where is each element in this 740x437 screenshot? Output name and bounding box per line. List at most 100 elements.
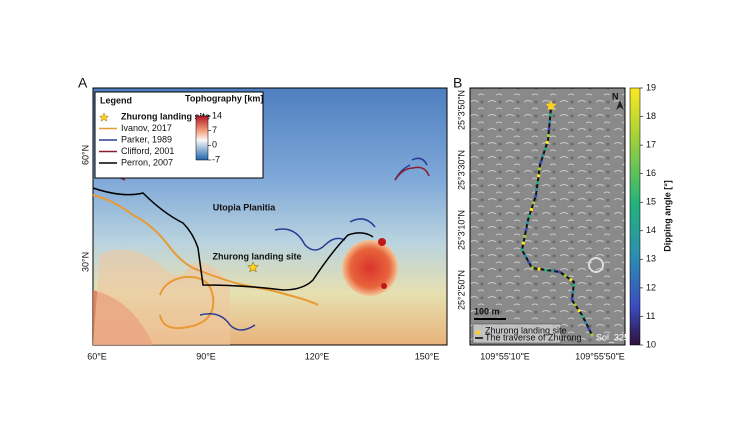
traverse-point <box>577 308 581 313</box>
traverse-point <box>545 140 549 144</box>
traverse-point <box>590 333 594 337</box>
traverse-point <box>584 321 588 325</box>
colorbar-tick-label: 16 <box>646 168 656 178</box>
traverse-point <box>524 227 528 232</box>
legend-label: The traverse of Zhurong <box>485 332 582 342</box>
panel-label: B <box>453 75 462 91</box>
legend-label: Zhurong landing site <box>121 111 210 121</box>
north-label: N <box>612 91 619 101</box>
crater <box>342 240 398 296</box>
annotation: Zhurong landing site <box>213 251 302 261</box>
traverse-point <box>535 187 539 192</box>
landing-star <box>545 100 557 111</box>
traverse-point <box>587 327 591 331</box>
colorbar-tick-label: 19 <box>646 82 656 92</box>
legend-label: Clifford, 2001 <box>121 146 174 156</box>
traverse-point <box>547 127 551 131</box>
traverse-point <box>527 260 531 264</box>
traverse-point <box>523 254 527 258</box>
x-label: 90°E <box>196 351 216 361</box>
traverse-point <box>544 268 548 272</box>
colorbar-tick-label: 0 <box>212 140 217 150</box>
colorbar-tick-label: -7 <box>212 154 220 164</box>
traverse-point <box>581 314 585 319</box>
x-label: 109°55'10"E <box>480 351 530 361</box>
traverse-point <box>551 269 555 273</box>
traverse-point <box>563 274 567 278</box>
colorbar-tick-label: 15 <box>646 197 656 207</box>
legend-title: Legend <box>100 95 132 105</box>
boundary-line <box>159 275 215 330</box>
legend-box <box>94 91 264 179</box>
sol-label: Sol_325 <box>596 332 629 342</box>
colorbar-title: Dipping angle [°] <box>662 180 672 252</box>
boundary-line <box>92 194 319 306</box>
traverse-point <box>533 194 538 198</box>
colorbar <box>629 87 641 346</box>
x-label: 150°E <box>415 351 440 361</box>
boundary-line <box>92 187 374 291</box>
traverse-point <box>527 214 531 218</box>
crater <box>588 257 604 273</box>
traverse-point <box>530 266 534 270</box>
legend-label: Parker, 1989 <box>121 134 172 144</box>
traverse-point <box>536 181 540 185</box>
colorbar-tick-label: 11 <box>646 311 655 321</box>
legend-label: Ivanov, 2017 <box>121 123 172 133</box>
traverse-point <box>529 207 533 212</box>
highland <box>93 249 230 345</box>
traverse-point <box>573 303 577 307</box>
traverse-point <box>537 267 541 271</box>
traverse-point <box>523 234 527 238</box>
traverse-point <box>548 113 552 117</box>
traverse-point <box>536 174 541 178</box>
legend-symbol <box>98 112 110 122</box>
traverse-point <box>531 201 536 205</box>
boundary-line <box>199 157 428 331</box>
traverse-point <box>546 133 551 138</box>
legend-label: Zhurong landing site <box>485 325 567 335</box>
y-label: 30°N <box>80 252 90 272</box>
traverse-point <box>569 278 573 282</box>
colorbar-tick-label: 12 <box>646 282 656 292</box>
crater <box>381 283 387 289</box>
x-label: 60°E <box>87 351 107 361</box>
colorbar <box>195 115 209 161</box>
scale-label: 100 m <box>474 306 500 316</box>
colorbar-tick-label: 10 <box>646 339 656 349</box>
north-arrow <box>616 100 624 110</box>
map-b <box>469 87 626 346</box>
traverse-point <box>548 120 552 124</box>
panel-label: A <box>78 75 88 91</box>
crater <box>378 238 386 246</box>
legend-box <box>472 323 562 344</box>
colorbar-tick-label: 18 <box>646 111 656 121</box>
traverse-point <box>570 297 574 301</box>
y-label: 25°3'10"N <box>456 210 466 250</box>
colorbar-tick-label: 7 <box>212 125 217 135</box>
colorbar-tick-label: 14 <box>212 110 222 120</box>
traverse-point <box>571 290 575 294</box>
y-label: 60°N <box>80 145 90 165</box>
landing-star <box>247 261 259 273</box>
traverse-point <box>537 167 542 171</box>
legend-label: Perron, 2007 <box>121 157 173 167</box>
traverse-point <box>520 248 524 252</box>
traverse-point <box>572 283 576 287</box>
legend-symbol <box>474 329 482 336</box>
y-label: 25°3'50"N <box>456 90 466 130</box>
x-label: 120°E <box>305 351 330 361</box>
colorbar-tick-label: 14 <box>646 225 656 235</box>
annotation: Utopia Planitia <box>213 202 277 212</box>
y-label: 25°3'30"N <box>456 150 466 190</box>
colorbar-title: Tophography [km] <box>185 93 263 103</box>
colorbar-tick-label: 17 <box>646 139 656 149</box>
colorbar-tick-label: 13 <box>646 254 656 264</box>
traverse-point <box>521 241 525 245</box>
traverse-point <box>525 221 530 225</box>
traverse-point <box>557 270 562 274</box>
x-label: 109°55'50"E <box>575 351 625 361</box>
traverse-point <box>539 160 543 164</box>
traverse-point <box>541 153 545 158</box>
